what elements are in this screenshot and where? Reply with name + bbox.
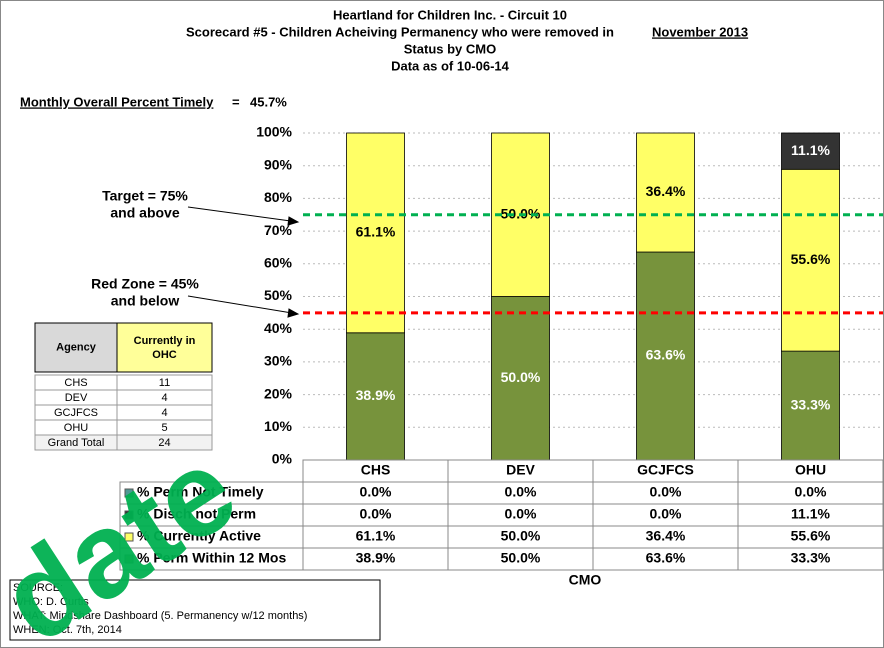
table-value: 61.1% <box>356 528 396 544</box>
data-label: 55.6% <box>791 251 831 267</box>
agency-row <box>34 389 213 406</box>
data-table <box>119 459 884 571</box>
x-tick-label: CHS <box>361 462 391 478</box>
source-line: WHAT: Mindshare Dashboard (5. Permanency… <box>13 610 307 622</box>
source-line: SOURCE: <box>13 582 63 594</box>
bar-segment <box>781 132 840 170</box>
chart-title: Scorecard #5 - Children Acheiving Perman… <box>186 24 614 39</box>
agency-cell: GCJFCS <box>54 407 98 419</box>
table-value: 0.0% <box>650 484 682 500</box>
bar-segment <box>636 132 695 253</box>
data-label: 63.6% <box>646 347 686 363</box>
y-tick-label: 70% <box>264 222 293 238</box>
table-value: 0.0% <box>505 484 537 500</box>
legend-key <box>124 532 134 542</box>
agency-header-text: OHC <box>152 349 177 361</box>
overall-value: 45.7% <box>250 94 287 109</box>
bar-segment <box>636 251 695 461</box>
data-label: 50.0% <box>501 369 541 385</box>
agency-cell: CHS <box>64 377 87 389</box>
y-tick-label: 20% <box>264 385 293 401</box>
legend-label: % Perm Within 12 Mos <box>137 550 286 566</box>
chart-title: Data as of 10-06-14 <box>391 58 510 73</box>
agency-header-text: Currently in <box>134 335 196 347</box>
y-tick-label: 40% <box>264 320 293 336</box>
table-value: 0.0% <box>505 506 537 522</box>
table-value: 0.0% <box>360 484 392 500</box>
agency-cell: 4 <box>161 407 167 419</box>
table-value: 55.6% <box>791 528 831 544</box>
arrows <box>187 206 300 318</box>
table-value: 11.1% <box>791 506 830 522</box>
y-tick-label: 80% <box>264 189 293 205</box>
table-row <box>119 547 884 571</box>
legend-label: % Currently Active <box>137 528 261 544</box>
agency-row <box>34 434 213 451</box>
overall-sep: = <box>232 94 240 109</box>
agency-cell: 4 <box>161 392 167 404</box>
reference-label: Target = 75% <box>102 188 188 204</box>
reference-label: Red Zone = 45% <box>91 276 199 292</box>
agency-cell: Grand Total <box>48 437 105 449</box>
bar-segment <box>781 350 840 461</box>
table-value: 36.4% <box>646 528 686 544</box>
table-value: 0.0% <box>360 506 392 522</box>
data-label: 33.3% <box>791 396 831 412</box>
table-value: 38.9% <box>356 550 396 566</box>
agency-header <box>34 322 118 373</box>
x-tick-label: OHU <box>795 462 826 478</box>
legend-key <box>124 554 134 564</box>
x-tick-label: GCJFCS <box>637 462 694 478</box>
data-label: 38.9% <box>356 387 396 403</box>
data-label: 36.4% <box>646 183 686 199</box>
table-value: 50.0% <box>501 528 541 544</box>
bar-segment <box>346 132 405 334</box>
y-tick-label: 30% <box>264 353 293 369</box>
agency-row <box>34 374 213 391</box>
legend-key <box>124 488 134 498</box>
agency-cell: DEV <box>65 392 88 404</box>
agency-cell: 5 <box>161 422 167 434</box>
legend-key <box>124 510 134 520</box>
reference-label: and below <box>111 293 180 309</box>
agency-header-text: Agency <box>56 341 97 353</box>
source-line: WHEN: Oct. 7th, 2014 <box>13 624 122 636</box>
y-tick-label: 90% <box>264 156 293 172</box>
title-month: November 2013 <box>652 24 748 39</box>
table-value: 0.0% <box>650 506 682 522</box>
x-tick-label: DEV <box>506 462 535 478</box>
source-line: WHO: D. Curtis <box>13 596 89 608</box>
legend-label: % Disch not Perm <box>137 506 256 522</box>
overall-label: Monthly Overall Percent Timely <box>20 94 214 109</box>
y-tick-label: 100% <box>256 124 292 140</box>
agency-header <box>116 322 213 373</box>
legend-label: % Perm Not Timely <box>137 484 264 500</box>
table-value: 33.3% <box>791 550 831 566</box>
agency-cell: 24 <box>158 437 170 449</box>
bar-segment <box>781 168 840 352</box>
data-label: 11.1% <box>791 142 830 158</box>
y-tick-label: 10% <box>264 418 293 434</box>
y-tick-label: 0% <box>272 451 293 467</box>
reference-label: and above <box>110 205 179 221</box>
source-box <box>9 579 381 641</box>
table-value: 63.6% <box>646 550 686 566</box>
table-value: 0.0% <box>795 484 827 500</box>
agency-cell: OHU <box>64 422 89 434</box>
chart-title: Heartland for Children Inc. - Circuit 10 <box>333 7 567 22</box>
y-tick-label: 60% <box>264 255 293 271</box>
table-value: 50.0% <box>501 550 541 566</box>
x-axis-title: CMO <box>569 572 602 588</box>
data-label: 61.1% <box>356 224 396 240</box>
chart-title: Status by CMO <box>404 41 496 56</box>
y-tick-label: 50% <box>264 287 293 303</box>
agency-cell: 11 <box>159 377 170 389</box>
